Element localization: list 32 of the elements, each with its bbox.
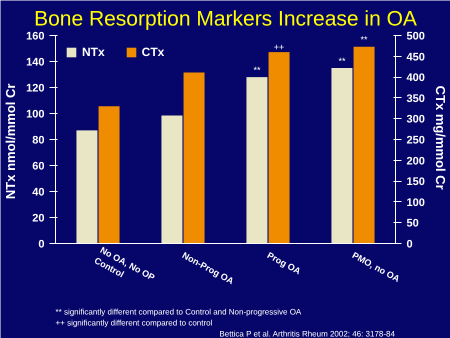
y-tick-label: 160 [26,30,45,42]
y-tick-label: 60 [32,160,45,172]
data-label: ** [253,65,261,76]
legend-label: CTx [142,45,164,59]
data-label: ** [360,34,368,45]
text: ** significantly different compared to Control and Non-progressive OA [56,308,302,316]
y-tick-label: 40 [32,186,45,198]
legend-label: NTx [82,45,105,59]
chart-title: Bone Resorption Markers Increase in OA [34,8,417,30]
y-tick-label: 0 [38,238,45,250]
text: ++ significantly different compared to control [56,318,213,328]
y2-tick-label: 300 [406,114,425,126]
data-label: ++ [274,42,284,52]
y2-tick-label: 350 [406,92,425,105]
y-tick-label: 120 [26,82,45,94]
y-tick-label: 80 [32,134,45,146]
y2-tick-label: 150 [406,176,425,188]
y2-tick-label: 50 [406,218,419,230]
y2-tick-label: 0 [406,238,413,250]
y-tick-label: 20 [32,212,45,224]
data-label: ** [338,56,346,66]
y2-tick-label: 450 [406,51,425,64]
y2-tick-label: 100 [406,196,425,209]
y2-tick-label: 250 [406,134,425,146]
y2-axis-title: CTx mg/mmol Cr [432,86,448,190]
y2-tick-label: 500 [406,30,425,42]
y2-tick-label: 200 [406,155,425,168]
y-tick-label: 100 [26,108,45,120]
y-axis-title: NTx nmol/mmol Cr [3,84,18,200]
y2-tick-label: 400 [406,72,425,84]
text: Bettica P et al. Arthritis Rheum 2002; 46: 3178-84 [219,330,396,338]
y-tick-label: 140 [26,56,45,68]
